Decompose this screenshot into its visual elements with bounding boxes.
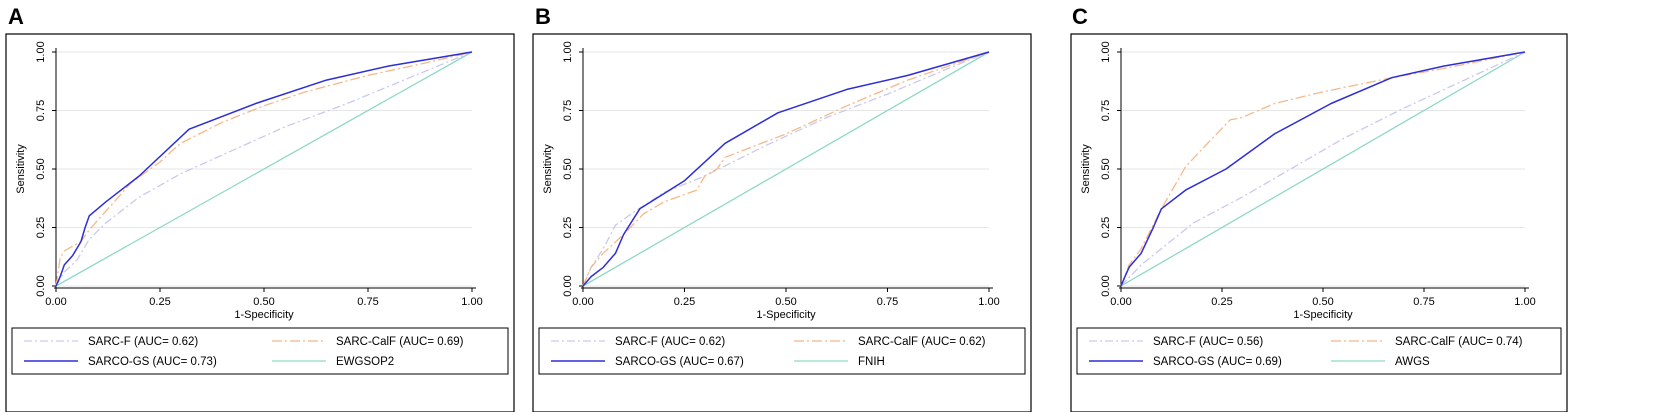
y-axis-title: Sensitivity [542, 144, 554, 194]
y-tick-label: 1.00 [35, 41, 47, 62]
legend-entry: SARC-F (AUC= 0.56) [1153, 336, 1263, 348]
legend-entry: AWGS [1395, 356, 1430, 368]
series-line-0 [582, 51, 990, 287]
series-line-1 [55, 51, 473, 287]
x-tick-label: 0.75 [877, 296, 898, 308]
series-line-1 [582, 51, 990, 287]
legend-entry: SARCO-GS (AUC= 0.69) [1153, 356, 1282, 368]
y-tick-label: 0.25 [35, 217, 47, 238]
series-line-2 [582, 51, 990, 287]
legend-entry: SARC-F (AUC= 0.62) [88, 336, 198, 348]
series-line-3 [1120, 51, 1526, 287]
x-tick-label: 0.75 [357, 296, 378, 308]
panel-label: C [1072, 4, 1088, 29]
legend [11, 327, 509, 375]
x-tick-label: 1.00 [978, 296, 999, 308]
legend-entry: SARCO-GS (AUC= 0.73) [88, 356, 217, 368]
panel-label: A [8, 4, 24, 29]
series-line-3 [582, 51, 990, 287]
x-tick-label: 0.75 [1413, 296, 1434, 308]
x-axis-title: 1-Specificity [756, 309, 816, 321]
y-tick-label: 0.00 [35, 275, 47, 296]
legend-entry: SARCO-GS (AUC= 0.67) [615, 356, 744, 368]
legend-entry: SARC-CalF (AUC= 0.62) [858, 336, 986, 348]
chart-panel-b: B 0.00 0.25 0.50 0.75 1.00 0.00 0.25 0.50 0.75 1.0… [532, 4, 1032, 412]
y-tick-label: 0.25 [562, 217, 574, 238]
y-tick-label: 0.50 [1100, 158, 1112, 179]
legend-entry: EWGSOP2 [336, 356, 394, 368]
y-tick-label: 0.75 [35, 100, 47, 121]
x-tick-label: 0.50 [775, 296, 796, 308]
x-tick-label: 0.50 [253, 296, 274, 308]
legend [1076, 327, 1562, 375]
x-tick-label: 0.25 [1211, 296, 1232, 308]
legend-entry: SARC-CalF (AUC= 0.74) [1395, 336, 1523, 348]
x-axis-title: 1-Specificity [1293, 309, 1353, 321]
legend-entry: SARC-F (AUC= 0.62) [615, 336, 725, 348]
x-tick-label: 0.50 [1312, 296, 1333, 308]
y-tick-label: 1.00 [562, 41, 574, 62]
y-axis-title: Sensitivity [15, 144, 27, 194]
y-tick-label: 0.00 [1100, 275, 1112, 296]
y-tick-label: 0.75 [1100, 100, 1112, 121]
x-tick-label: 1.00 [1514, 296, 1535, 308]
x-axis-title: 1-Specificity [234, 309, 294, 321]
chart-panel-a: A 0.00 0.25 0.50 0.75 1.00 0.00 0.25 0.50 0.75 1.0… [5, 4, 515, 412]
legend-entry: FNIH [858, 356, 885, 368]
y-tick-label: 0.25 [1100, 217, 1112, 238]
panel-label: B [535, 4, 551, 29]
y-axis-title: Sensitivity [1080, 144, 1092, 194]
series-line-2 [1120, 51, 1526, 287]
y-tick-label: 0.00 [562, 275, 574, 296]
x-tick-label: 0.00 [572, 296, 593, 308]
chart-panel-c: C 0.00 0.25 0.50 0.75 1.00 0.00 0.25 0.50 0.75 1.0… [1070, 4, 1568, 412]
y-tick-label: 0.75 [562, 100, 574, 121]
legend-entry: SARC-CalF (AUC= 0.69) [336, 336, 464, 348]
series-line-0 [1120, 51, 1526, 287]
series-line-3 [55, 51, 473, 287]
x-tick-label: 0.25 [674, 296, 695, 308]
x-tick-label: 0.00 [45, 296, 66, 308]
y-tick-label: 1.00 [1100, 41, 1112, 62]
series-line-2 [55, 51, 473, 287]
x-tick-label: 0.00 [1110, 296, 1131, 308]
y-tick-label: 0.50 [562, 158, 574, 179]
legend [538, 327, 1026, 375]
x-tick-label: 0.25 [149, 296, 170, 308]
y-tick-label: 0.50 [35, 158, 47, 179]
x-tick-label: 1.00 [461, 296, 482, 308]
series-line-0 [55, 51, 473, 287]
